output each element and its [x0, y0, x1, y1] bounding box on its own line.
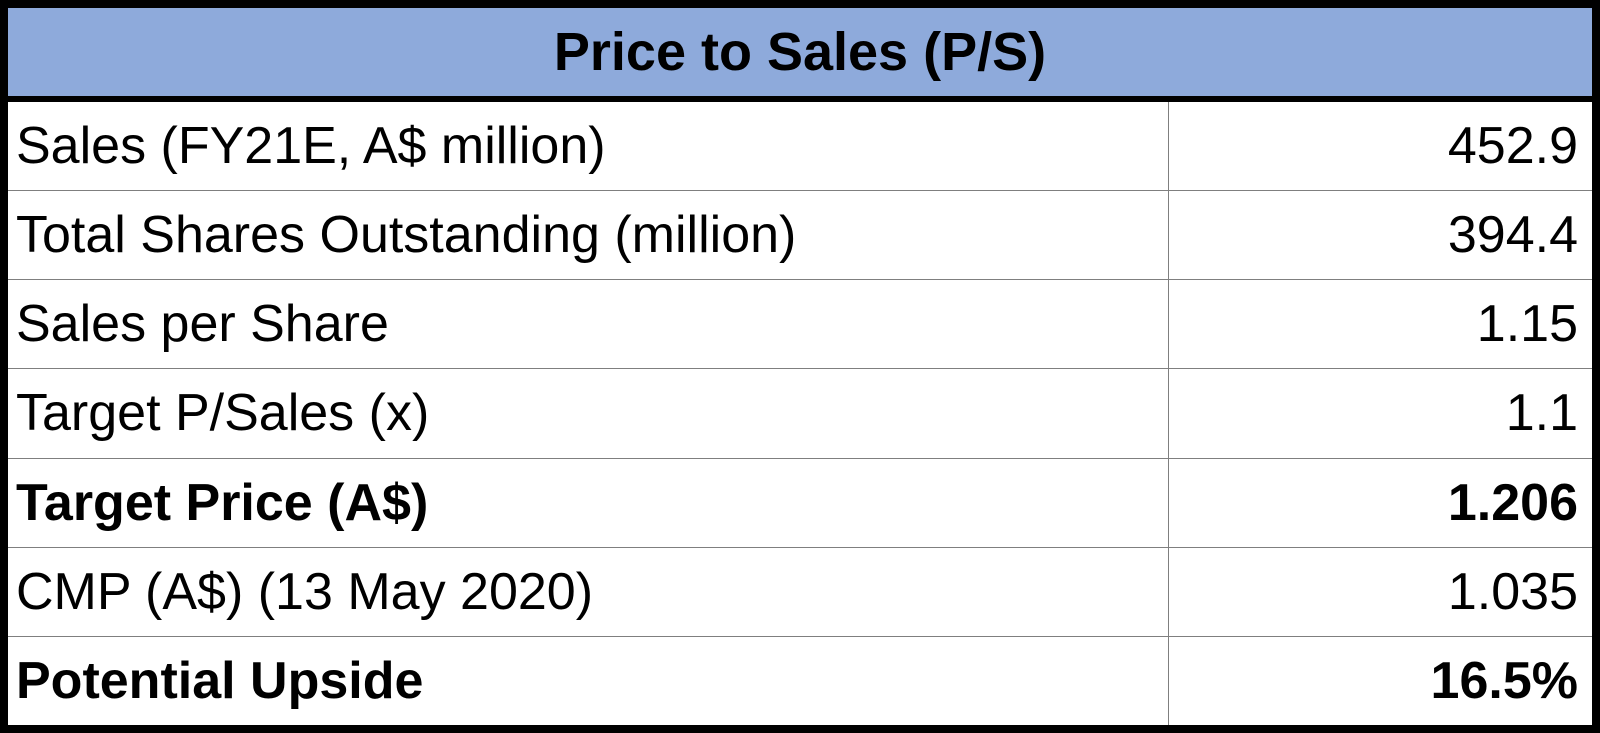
table-row: Potential Upside 16.5%	[8, 635, 1592, 725]
row-label: Total Shares Outstanding (million)	[8, 191, 1169, 280]
table-row: Total Shares Outstanding (million) 394.4	[8, 190, 1592, 280]
table-title: Price to Sales (P/S)	[8, 8, 1592, 102]
row-value: 1.206	[1447, 473, 1578, 532]
row-label: Potential Upside	[8, 636, 1169, 725]
row-value: 394.4	[1447, 206, 1578, 265]
row-label: CMP (A$) (13 May 2020)	[8, 547, 1169, 636]
table-body: Sales (FY21E, A$ million) 452.9 Total Shar…	[8, 102, 1592, 725]
row-label: Sales (FY21E, A$ million)	[8, 102, 1169, 191]
row-value: 16.5%	[1430, 651, 1578, 710]
row-value: 1.035	[1447, 562, 1578, 621]
row-value: 1.15	[1476, 295, 1578, 354]
table-row: Target P/Sales (x) 1.1	[8, 368, 1592, 458]
row-label: Sales per Share	[8, 280, 1169, 369]
table-row: CMP (A$) (13 May 2020) 1.035	[8, 546, 1592, 636]
row-label: Target P/Sales (x)	[8, 369, 1169, 458]
row-value: 452.9	[1447, 117, 1578, 176]
table-row: Sales per Share 1.15	[8, 279, 1592, 369]
table-row: Sales (FY21E, A$ million) 452.9	[8, 102, 1592, 191]
table-row: Target Price (A$) 1.206	[8, 457, 1592, 547]
row-label: Target Price (A$)	[8, 458, 1169, 547]
row-value: 1.1	[1505, 384, 1578, 443]
